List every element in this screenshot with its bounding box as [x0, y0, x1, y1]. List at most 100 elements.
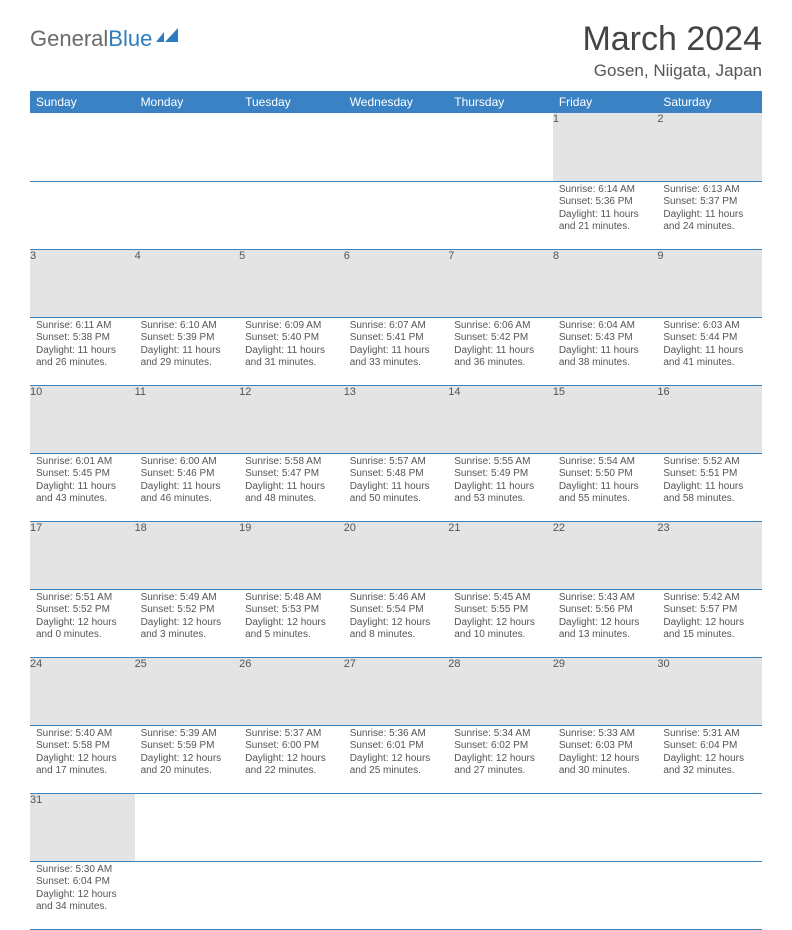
calendar-day-cell: Sunrise: 6:01 AMSunset: 5:45 PMDaylight:… — [30, 453, 135, 521]
calendar-day-cell — [344, 861, 449, 929]
daylight-line: Daylight: 11 hours and 48 minutes. — [245, 481, 338, 506]
day-number-cell — [553, 793, 658, 861]
sunset-line: Sunset: 5:38 PM — [36, 332, 129, 345]
sunrise-line: Sunrise: 6:11 AM — [36, 320, 129, 333]
sunset-line: Sunset: 6:04 PM — [36, 876, 129, 889]
weekday-header-row: SundayMondayTuesdayWednesdayThursdayFrid… — [30, 91, 762, 113]
daylight-line: Daylight: 11 hours and 53 minutes. — [454, 481, 547, 506]
calendar-day-cell: Sunrise: 5:46 AMSunset: 5:54 PMDaylight:… — [344, 589, 449, 657]
calendar-day-cell: Sunrise: 5:48 AMSunset: 5:53 PMDaylight:… — [239, 589, 344, 657]
day-number-cell: 21 — [448, 521, 553, 589]
day-number-cell: 29 — [553, 657, 658, 725]
sunrise-line: Sunrise: 6:00 AM — [141, 456, 234, 469]
calendar-day-cell: Sunrise: 6:10 AMSunset: 5:39 PMDaylight:… — [135, 317, 240, 385]
sunset-line: Sunset: 5:47 PM — [245, 468, 338, 481]
flag-icon — [156, 26, 184, 52]
day-number-cell — [448, 793, 553, 861]
day-number-cell: 5 — [239, 249, 344, 317]
month-title: March 2024 — [582, 20, 762, 59]
sunset-line: Sunset: 5:43 PM — [559, 332, 652, 345]
calendar-day-cell: Sunrise: 5:36 AMSunset: 6:01 PMDaylight:… — [344, 725, 449, 793]
daylight-line: Daylight: 11 hours and 41 minutes. — [663, 345, 756, 370]
day-details: Sunrise: 6:09 AMSunset: 5:40 PMDaylight:… — [239, 318, 344, 374]
calendar-day-cell: Sunrise: 5:39 AMSunset: 5:59 PMDaylight:… — [135, 725, 240, 793]
daylight-line: Daylight: 12 hours and 25 minutes. — [350, 753, 443, 778]
day-details: Sunrise: 5:48 AMSunset: 5:53 PMDaylight:… — [239, 590, 344, 646]
calendar-day-cell — [135, 181, 240, 249]
calendar-week-row: Sunrise: 6:11 AMSunset: 5:38 PM Daylight:… — [30, 317, 762, 385]
daylight-line: Daylight: 11 hours and 43 minutes. — [36, 481, 129, 506]
calendar-day-cell: Sunrise: 5:42 AMSunset: 5:57 PMDaylight:… — [657, 589, 762, 657]
sunrise-line: Sunrise: 6:09 AM — [245, 320, 338, 333]
day-number-cell — [448, 113, 553, 181]
daylight-line: Daylight: 11 hours and 46 minutes. — [141, 481, 234, 506]
sunset-line: Sunset: 5:42 PM — [454, 332, 547, 345]
daylight-line: Daylight: 11 hours and 38 minutes. — [559, 345, 652, 370]
title-block: March 2024 Gosen, Niigata, Japan — [582, 20, 762, 81]
day-details: Sunrise: 5:45 AMSunset: 5:55 PMDaylight:… — [448, 590, 553, 646]
day-number-cell — [657, 793, 762, 861]
sunrise-line: Sunrise: 5:40 AM — [36, 728, 129, 741]
sunrise-line: Sunrise: 5:51 AM — [36, 592, 129, 605]
day-details: Sunrise: 6:07 AMSunset: 5:41 PMDaylight:… — [344, 318, 449, 374]
daylight-line: Daylight: 11 hours and 36 minutes. — [454, 345, 547, 370]
weekday-header: Saturday — [657, 91, 762, 113]
daylight-line: Daylight: 11 hours and 21 minutes. — [559, 209, 652, 234]
day-details: Sunrise: 6:04 AMSunset: 5:43 PMDaylight:… — [553, 318, 658, 374]
weekday-header: Wednesday — [344, 91, 449, 113]
day-details: Sunrise: 5:46 AMSunset: 5:54 PMDaylight:… — [344, 590, 449, 646]
calendar-day-cell: Sunrise: 5:40 AMSunset: 5:58 PMDaylight:… — [30, 725, 135, 793]
calendar-day-cell: Sunrise: 5:37 AMSunset: 6:00 PMDaylight:… — [239, 725, 344, 793]
daylight-line: Daylight: 11 hours and 50 minutes. — [350, 481, 443, 506]
daylight-line: Daylight: 12 hours and 15 minutes. — [663, 617, 756, 642]
day-number-cell: 9 — [657, 249, 762, 317]
weekday-header: Thursday — [448, 91, 553, 113]
day-details: Sunrise: 6:01 AMSunset: 5:45 PMDaylight:… — [30, 454, 135, 510]
sunset-line: Sunset: 5:52 PM — [36, 604, 129, 617]
calendar-day-cell: Sunrise: 6:06 AMSunset: 5:42 PMDaylight:… — [448, 317, 553, 385]
calendar-day-cell: Sunrise: 5:31 AMSunset: 6:04 PMDaylight:… — [657, 725, 762, 793]
sunrise-line: Sunrise: 6:13 AM — [663, 184, 756, 197]
day-details: Sunrise: 5:33 AMSunset: 6:03 PMDaylight:… — [553, 726, 658, 782]
sunset-line: Sunset: 6:03 PM — [559, 740, 652, 753]
sunset-line: Sunset: 5:53 PM — [245, 604, 338, 617]
day-number-cell — [135, 793, 240, 861]
day-number-cell: 3 — [30, 249, 135, 317]
sunset-line: Sunset: 5:39 PM — [141, 332, 234, 345]
daylight-line: Daylight: 12 hours and 0 minutes. — [36, 617, 129, 642]
day-number-row: 10111213141516 — [30, 385, 762, 453]
sunrise-line: Sunrise: 5:57 AM — [350, 456, 443, 469]
day-number-cell: 6 — [344, 249, 449, 317]
sunrise-line: Sunrise: 6:14 AM — [559, 184, 652, 197]
daylight-line: Daylight: 12 hours and 13 minutes. — [559, 617, 652, 642]
sunrise-line: Sunrise: 5:42 AM — [663, 592, 756, 605]
calendar-day-cell — [448, 861, 553, 929]
day-details: Sunrise: 5:31 AMSunset: 6:04 PMDaylight:… — [657, 726, 762, 782]
sunset-line: Sunset: 5:40 PM — [245, 332, 338, 345]
day-number-row: 24252627282930 — [30, 657, 762, 725]
day-details: Sunrise: 6:10 AMSunset: 5:39 PMDaylight:… — [135, 318, 240, 374]
day-details: Sunrise: 5:52 AMSunset: 5:51 PMDaylight:… — [657, 454, 762, 510]
sunrise-line: Sunrise: 5:45 AM — [454, 592, 547, 605]
sunset-line: Sunset: 5:49 PM — [454, 468, 547, 481]
sunrise-line: Sunrise: 5:36 AM — [350, 728, 443, 741]
calendar-week-row: Sunrise: 5:51 AMSunset: 5:52 PMDaylight:… — [30, 589, 762, 657]
day-details: Sunrise: 5:57 AMSunset: 5:48 PMDaylight:… — [344, 454, 449, 510]
calendar-day-cell: Sunrise: 6:11 AMSunset: 5:38 PMDaylight:… — [30, 317, 135, 385]
sunset-line: Sunset: 5:56 PM — [559, 604, 652, 617]
day-details: Sunrise: 6:11 AMSunset: 5:38 PMDaylight:… — [30, 318, 135, 374]
sunrise-line: Sunrise: 5:58 AM — [245, 456, 338, 469]
daylight-line: Daylight: 11 hours and 29 minutes. — [141, 345, 234, 370]
calendar-week-row: Sunrise: 6:14 AMSunset: 5:36 PMDaylight:… — [30, 181, 762, 249]
day-details: Sunrise: 5:51 AMSunset: 5:52 PMDaylight:… — [30, 590, 135, 646]
calendar-day-cell: Sunrise: 6:04 AMSunset: 5:43 PMDaylight:… — [553, 317, 658, 385]
calendar-week-row: Sunrise: 6:01 AMSunset: 5:45 PMDaylight:… — [30, 453, 762, 521]
sunset-line: Sunset: 5:59 PM — [141, 740, 234, 753]
daylight-line: Daylight: 11 hours and 31 minutes. — [245, 345, 338, 370]
sunset-line: Sunset: 6:00 PM — [245, 740, 338, 753]
weekday-header: Tuesday — [239, 91, 344, 113]
sunrise-line: Sunrise: 5:30 AM — [36, 864, 129, 877]
calendar-day-cell — [657, 861, 762, 929]
sunset-line: Sunset: 5:45 PM — [36, 468, 129, 481]
day-number-cell: 4 — [135, 249, 240, 317]
